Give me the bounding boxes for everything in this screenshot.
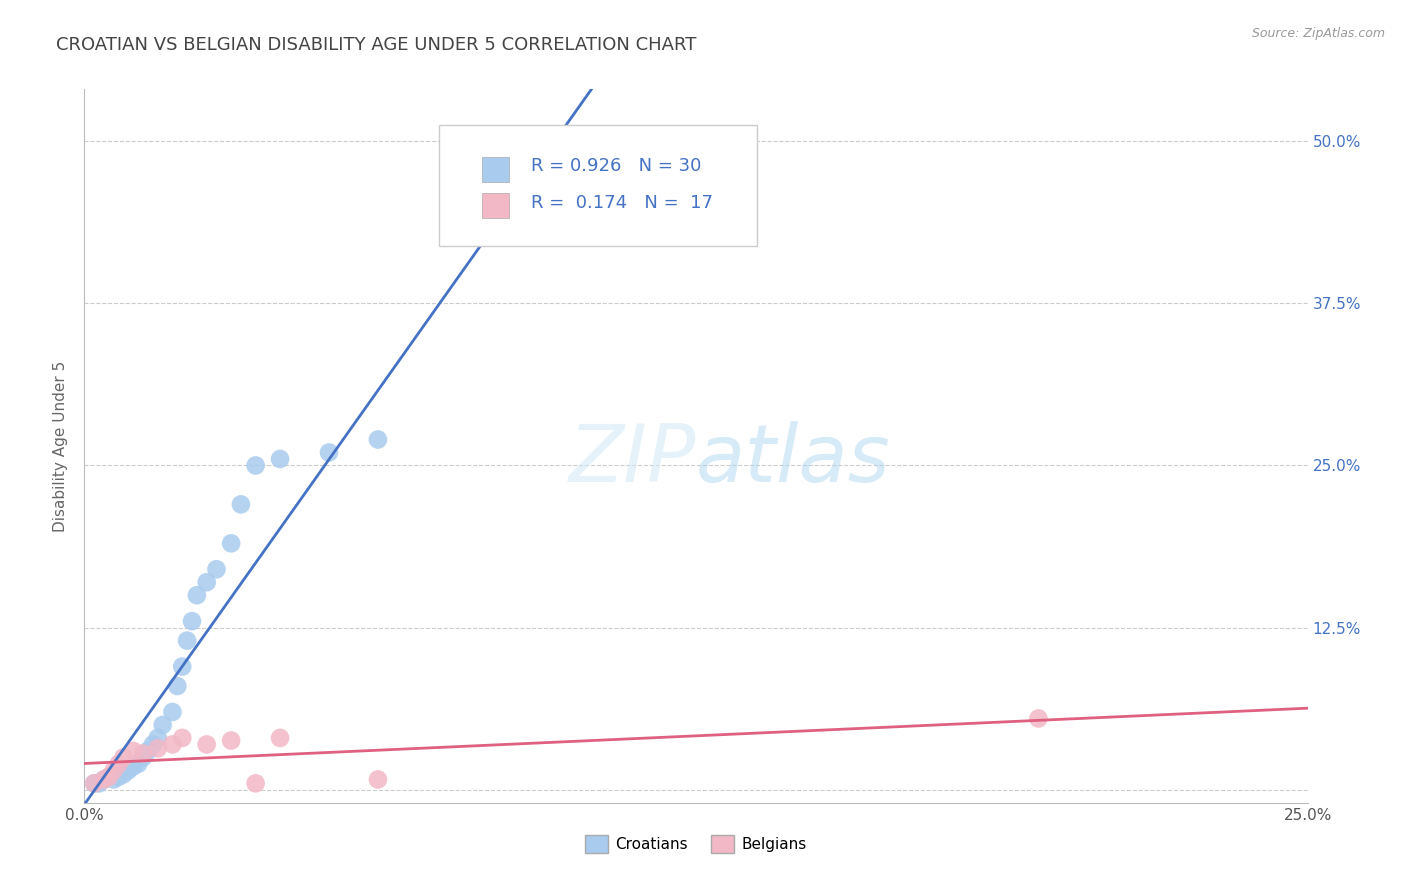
Y-axis label: Disability Age Under 5: Disability Age Under 5	[53, 360, 69, 532]
Point	[146, 741, 169, 756]
Text: CROATIAN VS BELGIAN DISABILITY AGE UNDER 5 CORRELATION CHART: CROATIAN VS BELGIAN DISABILITY AGE UNDER…	[56, 36, 696, 54]
Point	[132, 750, 155, 764]
Point	[127, 756, 149, 771]
Point	[122, 744, 145, 758]
Point	[122, 759, 145, 773]
Point	[205, 562, 228, 576]
Point	[562, 186, 585, 200]
Text: ZIP: ZIP	[568, 421, 696, 500]
Point	[172, 731, 194, 745]
Point	[162, 738, 184, 752]
Point	[93, 772, 115, 787]
Point	[103, 764, 125, 778]
FancyBboxPatch shape	[439, 125, 758, 246]
Point	[107, 756, 129, 771]
Point	[229, 497, 252, 511]
Point	[367, 772, 389, 787]
Point	[186, 588, 208, 602]
Point	[166, 679, 188, 693]
Text: Source: ZipAtlas.com: Source: ZipAtlas.com	[1251, 27, 1385, 40]
Point	[269, 452, 291, 467]
Point	[219, 536, 242, 550]
Point	[93, 772, 115, 787]
Point	[152, 718, 174, 732]
Point	[245, 458, 267, 473]
Point	[117, 764, 139, 778]
Point	[142, 738, 165, 752]
Text: R =  0.174   N =  17: R = 0.174 N = 17	[531, 194, 713, 212]
Point	[195, 575, 218, 590]
Point	[269, 731, 291, 745]
Point	[136, 744, 159, 758]
Point	[1028, 711, 1050, 725]
Point	[97, 770, 120, 784]
FancyBboxPatch shape	[482, 157, 509, 182]
Point	[83, 776, 105, 790]
Point	[181, 614, 204, 628]
Point	[219, 733, 242, 747]
Text: R = 0.926   N = 30: R = 0.926 N = 30	[531, 157, 702, 175]
Text: atlas: atlas	[696, 421, 891, 500]
Point	[176, 633, 198, 648]
Point	[132, 747, 155, 761]
Point	[97, 770, 120, 784]
FancyBboxPatch shape	[482, 193, 509, 218]
Point	[103, 772, 125, 787]
Point	[87, 776, 110, 790]
Point	[367, 433, 389, 447]
Point	[83, 776, 105, 790]
Point	[162, 705, 184, 719]
Point	[112, 750, 135, 764]
Point	[172, 659, 194, 673]
Point	[318, 445, 340, 459]
Point	[245, 776, 267, 790]
Legend: Croatians, Belgians: Croatians, Belgians	[579, 829, 813, 859]
Point	[146, 731, 169, 745]
Point	[107, 770, 129, 784]
Point	[112, 767, 135, 781]
Point	[195, 738, 218, 752]
